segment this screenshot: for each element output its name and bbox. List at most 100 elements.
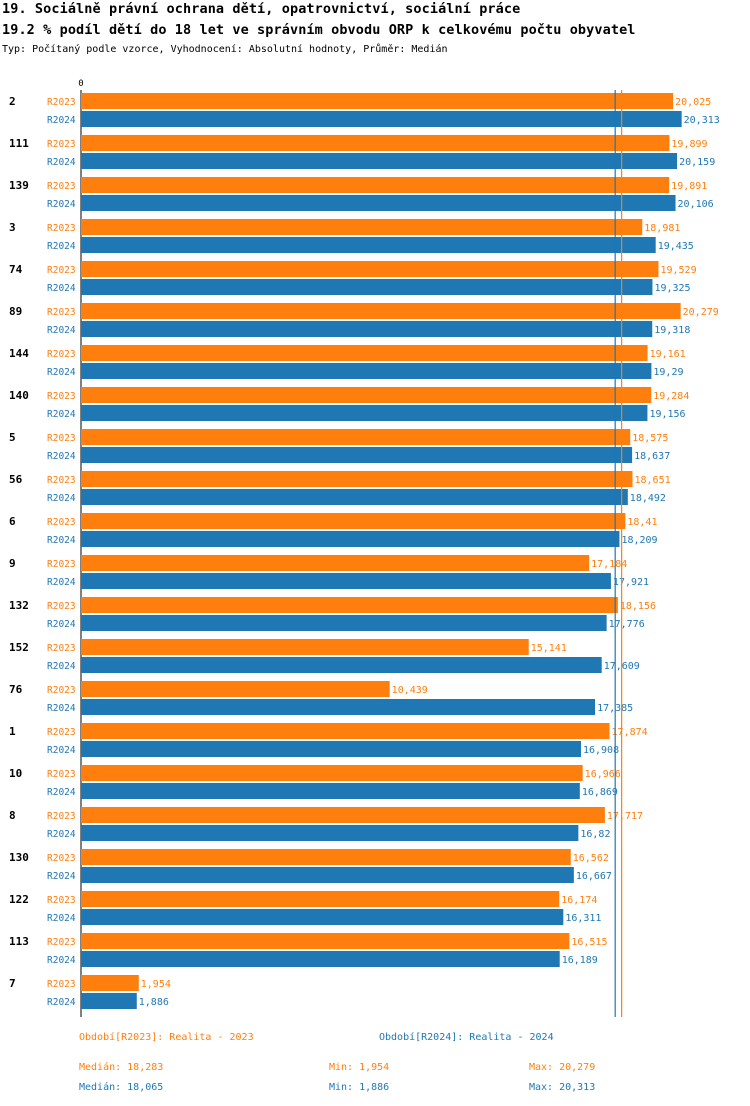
bar-r2024 xyxy=(81,195,676,211)
data-label: 20,025 xyxy=(675,97,711,108)
data-label: 20,279 xyxy=(683,307,719,318)
bar-r2024 xyxy=(81,363,652,379)
bar-r2024 xyxy=(81,783,580,799)
bar-r2023 xyxy=(81,471,633,487)
bar-r2024 xyxy=(81,405,648,421)
series-tick-label: R2023 xyxy=(47,727,76,738)
data-label: 19,156 xyxy=(649,409,685,420)
series-tick-label: R2023 xyxy=(47,307,76,318)
bar-r2023 xyxy=(81,807,605,823)
data-label: 19,899 xyxy=(671,139,707,150)
category-label: 144 xyxy=(9,347,29,360)
bar-r2024 xyxy=(81,909,564,925)
data-label: 16,667 xyxy=(576,871,612,882)
data-label: 17,921 xyxy=(613,577,649,588)
data-label: 17,184 xyxy=(591,559,627,570)
category-label: 130 xyxy=(9,851,29,864)
series-tick-label: R2024 xyxy=(47,703,76,714)
data-label: 16,869 xyxy=(582,787,618,798)
chart-subtitle: 19.2 % podíl dětí do 18 let ve správním … xyxy=(2,22,636,38)
bar-r2024 xyxy=(81,279,653,295)
series-tick-label: R2023 xyxy=(47,769,76,780)
category-label: 152 xyxy=(9,641,29,654)
data-label: 19,891 xyxy=(671,181,707,192)
category-label: 56 xyxy=(9,473,23,486)
bar-r2024 xyxy=(81,573,611,589)
series-tick-label: R2023 xyxy=(47,181,76,192)
series-tick-label: R2024 xyxy=(47,871,76,882)
data-label: 17,776 xyxy=(609,619,645,630)
series-tick-label: R2024 xyxy=(47,199,76,210)
series-tick-label: R2024 xyxy=(47,787,76,798)
category-label: 3 xyxy=(9,221,16,234)
data-label: 20,313 xyxy=(684,115,720,126)
bar-r2023 xyxy=(81,555,590,571)
series-tick-label: R2023 xyxy=(47,265,76,276)
legend-period-r2023: Období[R2023]: Realita - 2023 xyxy=(79,1032,254,1043)
category-label: 2 xyxy=(9,95,16,108)
data-label: 19,325 xyxy=(654,283,690,294)
category-label: 5 xyxy=(9,431,16,444)
bar-r2023 xyxy=(81,849,571,865)
series-tick-label: R2024 xyxy=(47,619,76,630)
legend-max-r2024: Max: 20,313 xyxy=(529,1082,596,1093)
bar-r2023 xyxy=(81,891,560,907)
category-label: 132 xyxy=(9,599,29,612)
category-label: 7 xyxy=(9,977,16,990)
series-tick-label: R2023 xyxy=(47,475,76,486)
series-tick-label: R2024 xyxy=(47,451,76,462)
bar-r2024 xyxy=(81,447,633,463)
series-tick-label: R2024 xyxy=(47,535,76,546)
series-tick-label: R2024 xyxy=(47,745,76,756)
series-tick-label: R2023 xyxy=(47,517,76,528)
data-label: 18,651 xyxy=(635,475,671,486)
series-tick-label: R2024 xyxy=(47,283,76,294)
series-tick-label: R2023 xyxy=(47,223,76,234)
bar-r2023 xyxy=(81,639,529,655)
category-label: 139 xyxy=(9,179,29,192)
bar-r2023 xyxy=(81,219,643,235)
data-label: 10,439 xyxy=(392,685,428,696)
series-tick-label: R2023 xyxy=(47,895,76,906)
data-label: 16,966 xyxy=(585,769,621,780)
data-label: 1,886 xyxy=(139,997,169,1008)
bar-r2023 xyxy=(81,723,610,739)
series-tick-label: R2023 xyxy=(47,349,76,360)
bar-r2024 xyxy=(81,699,596,715)
chart-title: 19. Sociálně právní ochrana dětí, opatro… xyxy=(2,1,521,17)
series-tick-label: R2023 xyxy=(47,601,76,612)
data-label: 1,954 xyxy=(141,979,171,990)
data-label: 16,174 xyxy=(561,895,597,906)
series-tick-label: R2024 xyxy=(47,661,76,672)
legend-min-r2023: Min: 1,954 xyxy=(329,1062,390,1073)
series-tick-label: R2023 xyxy=(47,937,76,948)
legend-median-r2023: Medián: 18,283 xyxy=(79,1062,164,1073)
data-label: 20,159 xyxy=(679,157,715,168)
category-label: 89 xyxy=(9,305,22,318)
bar-r2023 xyxy=(81,429,631,445)
bar-r2024 xyxy=(81,111,682,127)
category-label: 140 xyxy=(9,389,29,402)
bar-r2023 xyxy=(81,93,674,109)
category-label: 8 xyxy=(9,809,16,822)
data-label: 19,161 xyxy=(650,349,686,360)
series-tick-label: R2024 xyxy=(47,493,76,504)
series-tick-label: R2023 xyxy=(47,853,76,864)
series-tick-label: R2023 xyxy=(47,391,76,402)
data-label: 20,106 xyxy=(678,199,714,210)
bar-r2023 xyxy=(81,513,626,529)
bar-r2024 xyxy=(81,321,653,337)
series-tick-label: R2024 xyxy=(47,367,76,378)
series-tick-label: R2023 xyxy=(47,97,76,108)
data-label: 15,141 xyxy=(531,643,567,654)
series-tick-label: R2024 xyxy=(47,997,76,1008)
category-label: 1 xyxy=(9,725,16,738)
bar-r2024 xyxy=(81,531,620,547)
data-label: 18,492 xyxy=(630,493,666,504)
bar-r2024 xyxy=(81,951,560,967)
bar-r2023 xyxy=(81,303,681,319)
bar-r2023 xyxy=(81,345,648,361)
bar-r2023 xyxy=(81,975,139,991)
bar-r2023 xyxy=(81,177,670,193)
